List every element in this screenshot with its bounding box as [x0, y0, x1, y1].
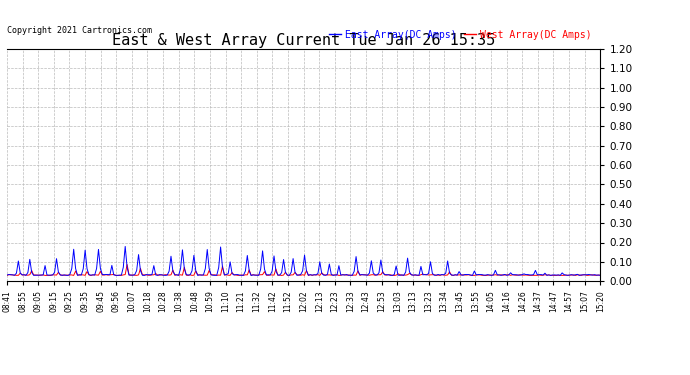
Legend: East Array(DC Amps), West Array(DC Amps): East Array(DC Amps), West Array(DC Amps) [326, 26, 595, 44]
Title: East & West Array Current Tue Jan 26 15:35: East & West Array Current Tue Jan 26 15:… [112, 33, 495, 48]
Text: Copyright 2021 Cartronics.com: Copyright 2021 Cartronics.com [7, 26, 152, 35]
